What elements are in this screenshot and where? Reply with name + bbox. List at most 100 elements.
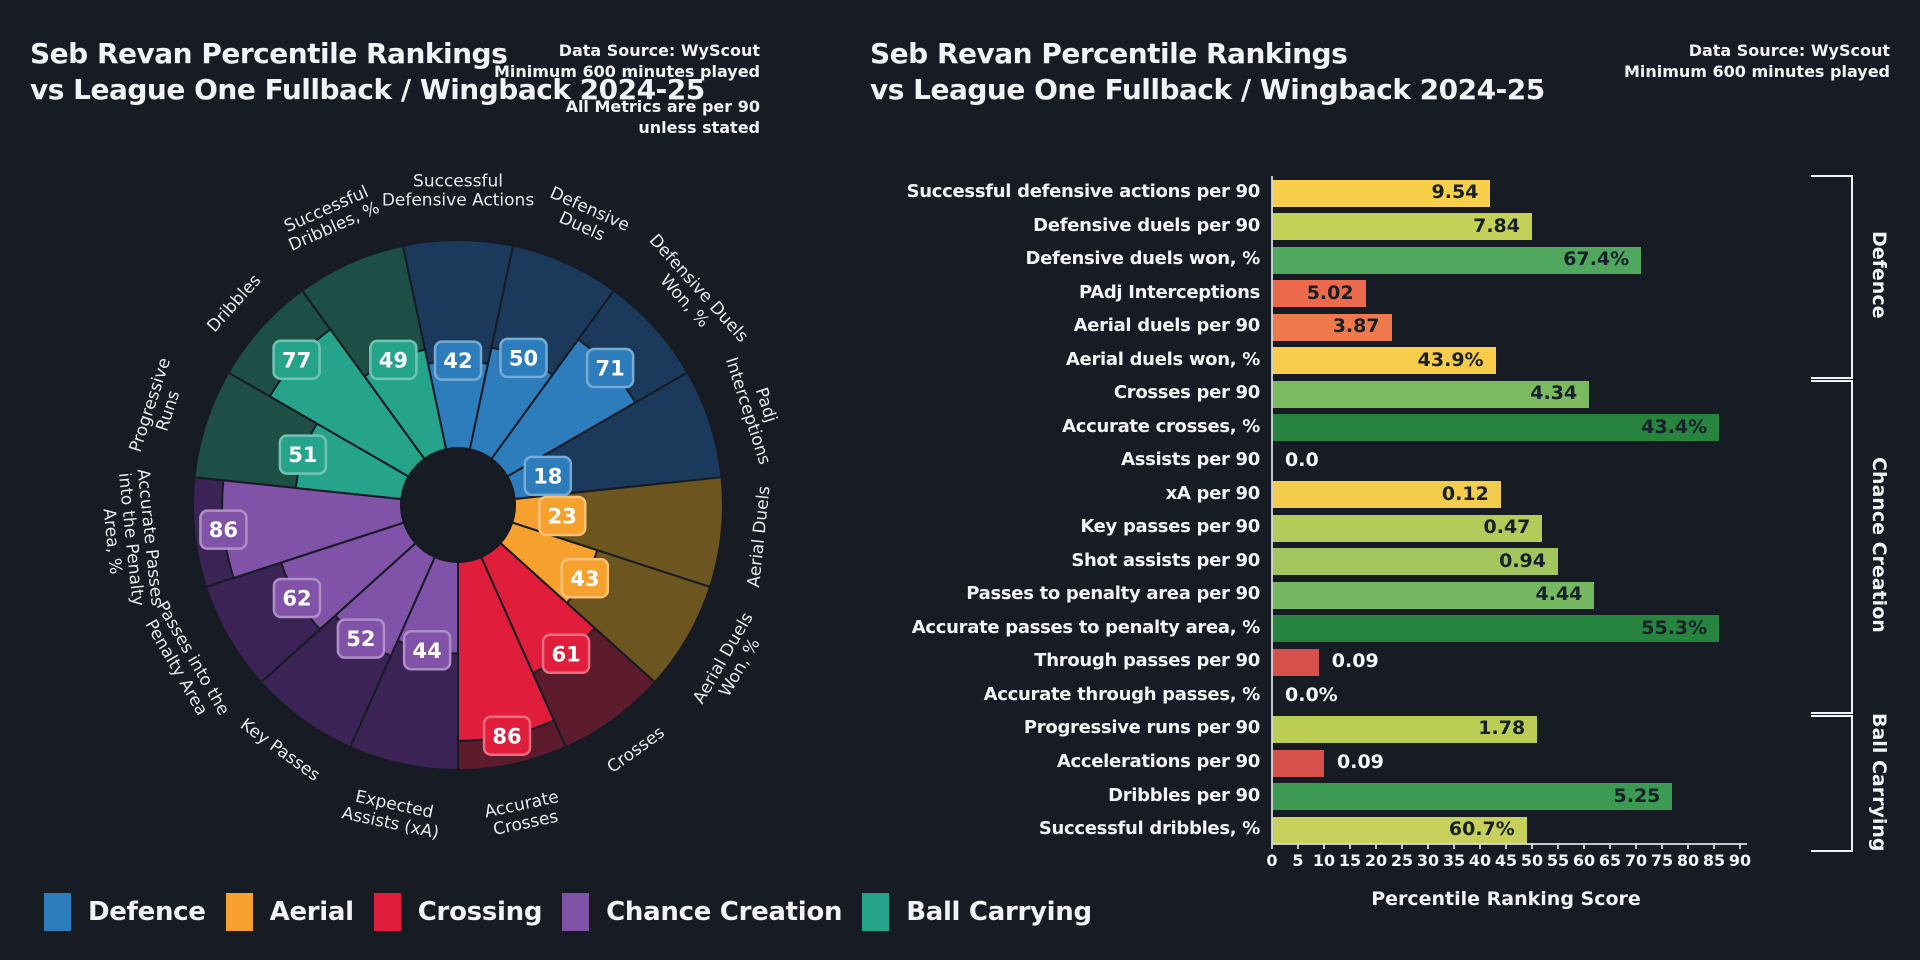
x-axis-tick [1479,843,1481,849]
bar-row-label: Aerial duels won, % [1065,348,1260,370]
x-axis-tick-label: 55 [1546,851,1570,870]
pizza-badge-0 [433,340,483,381]
bar-value: 0.94 [1499,549,1546,572]
x-axis-tick [1687,843,1689,849]
x-axis-tick-label: 90 [1728,851,1752,870]
y-axis-line [1271,176,1273,843]
left-meta-line: All Metrics are per 90 [565,97,760,116]
pizza-badge-value-3: 18 [533,464,562,488]
right-meta-line: Minimum 600 minutes played [1623,62,1890,81]
legend-label-aerial: Aerial [269,897,354,927]
x-axis-tick [1427,843,1429,849]
group-label-1: Chance Creation [1868,457,1890,633]
bar-value: 5.02 [1306,281,1354,304]
x-axis-tick [1739,843,1741,849]
pizza-badge-value-2: 71 [595,357,624,381]
group-label-0: Defence [1868,230,1890,319]
bar-row-label: Assists per 90 [1121,449,1260,471]
bar-value: 43.9% [1417,348,1484,371]
bar [1272,615,1720,643]
pizza-chart: 42 50 71 18 23 43 61 86 44 52 62 86 51 77 49 Successful… [99,172,781,844]
x-axis-tick [1635,843,1637,849]
bar [1272,414,1720,442]
group-bracket-2 [1811,715,1853,853]
bar-value: 4.34 [1530,382,1578,405]
x-axis-tick-label: 5 [1292,851,1304,870]
bar-value: 0.09 [1331,650,1379,673]
bar [1272,347,1496,375]
x-axis-tick-label: 15 [1338,851,1362,870]
pizza-badge-12 [278,434,328,475]
bar [1272,481,1501,509]
bar-row-label: Passes to penalty area per 90 [966,583,1260,605]
x-axis-tick [1323,843,1325,849]
bar-value: 7.84 [1473,214,1520,237]
legend-item-ball: Ball Carrying [862,893,1092,931]
bar [1272,548,1558,576]
bar [1272,246,1642,274]
group-label-2: Ball Carrying [1868,712,1890,852]
pizza-badge-value-11: 86 [209,518,238,542]
x-axis-tick-label: 70 [1624,851,1648,870]
bar [1272,648,1319,676]
bar-value: 0.47 [1483,516,1531,539]
bar-value: 9.54 [1431,181,1479,203]
x-axis-tick-label: 45 [1494,851,1518,870]
legend-swatch-crossing [373,893,401,931]
bar-value: 3.87 [1332,315,1380,338]
bar-row-label: Aerial duels per 90 [1073,315,1261,337]
pizza-badge-value-4: 23 [548,505,577,529]
x-axis-tick-label: 0 [1266,851,1278,870]
pizza-badge-7 [482,715,532,756]
legend-label-ball: Ball Carrying [906,897,1092,927]
x-axis-tick [1557,843,1559,849]
x-axis-tick [1713,843,1715,849]
bar [1272,380,1590,408]
legend-swatch-chance [562,893,590,931]
x-axis-tick-label: 65 [1598,851,1622,870]
x-axis-tick-label: 85 [1702,851,1726,870]
pizza-badge-value-13: 77 [282,348,311,372]
pizza-slice-value-7 [457,555,556,742]
pizza-badge-10 [272,577,322,619]
pizza-badge-13 [272,339,321,380]
pizza-badge-4 [538,495,587,537]
bar-value: 0.09 [1337,751,1384,773]
pizza-badge-value-5: 43 [570,567,599,591]
bar [1272,179,1491,207]
pizza-badge-8 [402,630,452,671]
bar-row-label: Dribbles per 90 [1108,784,1260,806]
x-axis-tick-label: 25 [1390,851,1414,870]
pizza-badge-6 [541,633,591,675]
x-axis-tick-label: 30 [1416,851,1440,870]
bar-row-label: Shot assists per 90 [1071,549,1260,571]
pizza-badge-value-9: 52 [346,627,375,651]
bar [1272,816,1527,844]
bar [1272,749,1324,777]
bar-row-label: Through passes per 90 [1034,650,1260,672]
bar-row-label: Successful dribbles, % [1038,818,1260,840]
bar-value: 0.0 [1285,449,1319,472]
bar-row-label: xA per 90 [1165,482,1261,504]
bar-row-label: Successful defensive actions per 90 [906,181,1261,202]
pizza-badge-value-12: 51 [288,443,317,467]
x-axis-tick-label: 60 [1572,851,1596,870]
x-axis-tick [1583,843,1585,849]
pizza-badge-value-6: 61 [551,642,580,666]
bar-row-label: Accelerations per 90 [1056,751,1260,772]
bar-value: 67.4% [1563,248,1630,271]
x-axis-tick [1505,843,1507,849]
pizza-badge-value-7: 86 [492,724,521,748]
legend-swatch-defence [44,893,71,931]
x-axis-tick [1609,843,1611,849]
bar-value: 0.0% [1285,683,1338,706]
legend-item-chance: Chance Creation [562,893,842,931]
bar-row-label: Crosses per 90 [1113,382,1260,404]
pizza-badge-9 [336,618,386,659]
bar-value: 5.25 [1613,784,1661,807]
bar-value: 55.3% [1641,616,1708,639]
x-axis-tick [1349,843,1351,849]
legend-item-defence: Defence [44,893,206,931]
bar-value: 0.12 [1441,482,1489,505]
bar-value: 60.7% [1448,818,1515,841]
